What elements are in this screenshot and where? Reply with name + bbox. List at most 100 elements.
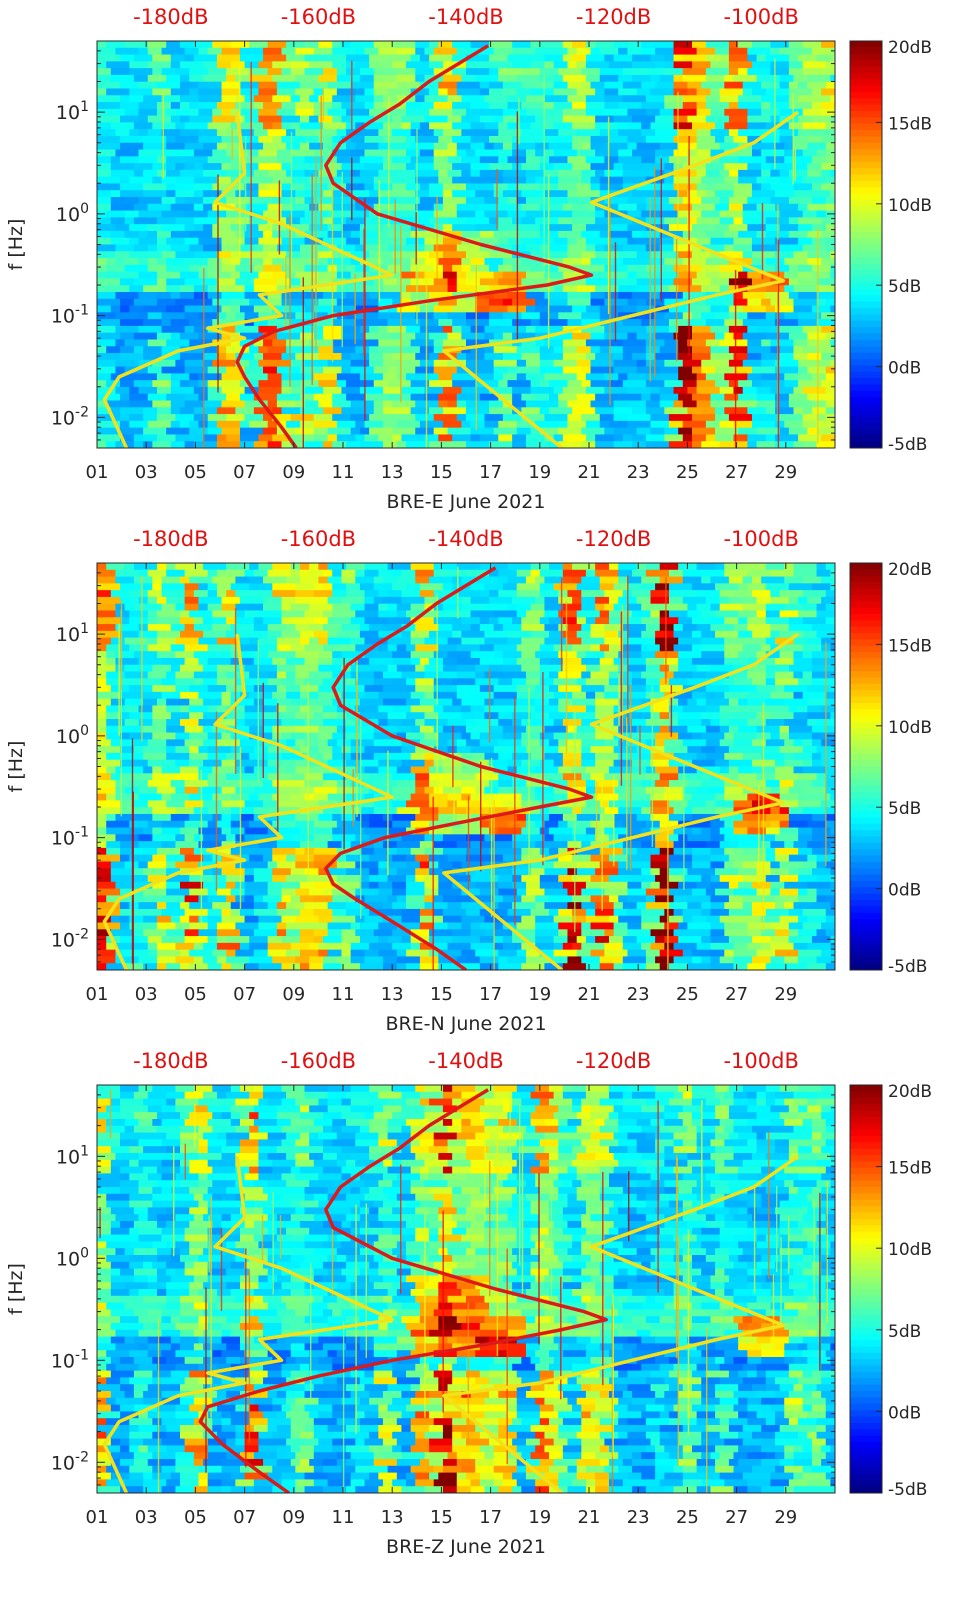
psd-curve-red	[198, 1088, 608, 1493]
colorbar-swatch	[850, 696, 882, 704]
colorbar-swatch	[850, 804, 882, 812]
colorbar-swatch	[850, 219, 882, 226]
spectrogram-streak	[272, 1191, 274, 1295]
colorbar-swatch	[850, 136, 882, 144]
colorbar-swatch	[850, 110, 882, 118]
colorbar-swatch	[850, 1097, 882, 1105]
spectrogram-streak	[651, 686, 654, 848]
colorbar-swatch	[850, 1429, 882, 1437]
spectrogram-streak	[239, 66, 241, 262]
colorbar-swatch	[850, 428, 882, 436]
colorbar-swatch	[850, 950, 882, 958]
spectrogram-streak	[609, 194, 611, 406]
spectrogram-streak	[436, 715, 438, 792]
colorbar-swatch	[850, 1263, 882, 1271]
colorbar-swatch	[850, 41, 882, 48]
colorbar-tick-label: 20dB	[888, 1082, 932, 1102]
spectrogram-streak	[794, 148, 796, 181]
spectrogram-streak	[248, 1269, 251, 1443]
spectrogram-streak	[120, 600, 123, 691]
spectrogram-streak	[343, 657, 345, 850]
colorbar-swatch	[850, 384, 882, 392]
top-db-tick-label: -100dB	[723, 5, 798, 29]
colorbar-swatch	[850, 53, 882, 61]
colorbar-swatch	[850, 301, 882, 309]
colorbar-swatch	[850, 1384, 882, 1392]
spectrogram-streak	[825, 642, 827, 867]
top-db-tick-label: -140dB	[428, 5, 503, 29]
x-tick-label: 27	[725, 1507, 748, 1528]
spectrogram-streak	[302, 277, 304, 448]
spectrogram-streak	[467, 796, 470, 890]
colorbar-swatch	[850, 390, 882, 398]
colorbar-swatch	[850, 60, 882, 67]
x-tick-label: 03	[135, 984, 158, 1005]
spectrogram-streak	[131, 738, 134, 964]
spectrogram-streak	[342, 1321, 345, 1493]
colorbar-swatch	[850, 117, 882, 125]
colorbar-swatch	[850, 168, 882, 176]
spectrogram-streak	[665, 576, 667, 684]
colorbar-swatch	[850, 1371, 882, 1379]
spectrogram-streak	[217, 174, 219, 393]
colorbar-swatch	[850, 1416, 882, 1424]
spectrogram-streak	[521, 1127, 524, 1297]
spectrogram-streak	[550, 1186, 553, 1325]
colorbar-swatch	[850, 887, 882, 895]
colorbar-swatch	[850, 753, 882, 761]
colorbar-swatch	[850, 1340, 882, 1347]
spectrogram-streak	[813, 1199, 815, 1300]
x-tick-label: 23	[627, 462, 650, 483]
colorbar-swatch	[850, 346, 882, 354]
spectrogram-streak	[262, 682, 264, 778]
spectrogram-streak	[210, 1222, 212, 1418]
colorbar-swatch	[850, 320, 882, 328]
colorbar-swatch	[850, 645, 882, 653]
spectrogram-streak	[519, 1104, 521, 1266]
colorbar-swatch	[850, 779, 882, 787]
spectrogram-streak	[360, 718, 362, 919]
colorbar-swatch	[850, 575, 882, 583]
colorbar-swatch	[850, 79, 882, 87]
high-noise-model-curve	[442, 110, 800, 448]
colorbar-swatch	[850, 588, 882, 596]
spectrogram-heatmap	[97, 1085, 835, 1493]
colorbar-swatch	[850, 1104, 882, 1112]
colorbar-swatch	[850, 1091, 882, 1099]
spectrogram-streak	[776, 1185, 778, 1272]
psd-curve-red	[235, 44, 594, 448]
colorbar-swatch	[850, 944, 882, 952]
x-tick-label: 13	[381, 984, 404, 1005]
spectrogram-streak	[578, 138, 581, 191]
spectrogram-streak	[351, 157, 353, 221]
x-tick-label: 11	[332, 984, 355, 1005]
spectrogram-streak	[496, 1139, 499, 1356]
colorbar-swatch	[850, 130, 882, 137]
spectrogram-streak	[614, 242, 617, 342]
colorbar-tick-label: 5dB	[888, 277, 921, 297]
spectrogram-streak	[279, 1215, 282, 1259]
spectrogram-streak	[363, 229, 365, 356]
colorbar-swatch	[850, 1231, 882, 1239]
spectrogram-streak	[200, 770, 203, 923]
spectrogram-streak	[595, 781, 598, 842]
colorbar-tick-label: 10dB	[888, 196, 932, 216]
colorbar-swatch	[850, 709, 882, 717]
spectrogram-streak	[290, 131, 293, 275]
y-tick-label: 10-2	[51, 1449, 89, 1474]
low-noise-model-curve	[102, 1156, 394, 1493]
colorbar-swatch	[850, 1352, 882, 1360]
colorbar-swatch	[850, 919, 882, 926]
x-tick-label: 21	[578, 462, 601, 483]
colorbar-swatch	[850, 1473, 882, 1481]
colorbar-tick-label: 15dB	[888, 636, 932, 656]
y-tick-label: 100	[56, 1245, 89, 1270]
spectrogram-streak	[701, 1100, 703, 1210]
spectrogram-streak	[415, 212, 417, 265]
colorbar-swatch	[850, 1250, 882, 1258]
x-tick-label: 25	[676, 984, 699, 1005]
colorbar-swatch	[850, 601, 882, 609]
colorbar-swatch	[850, 225, 882, 233]
x-axis-label: BRE-Z June 2021	[386, 1536, 546, 1558]
